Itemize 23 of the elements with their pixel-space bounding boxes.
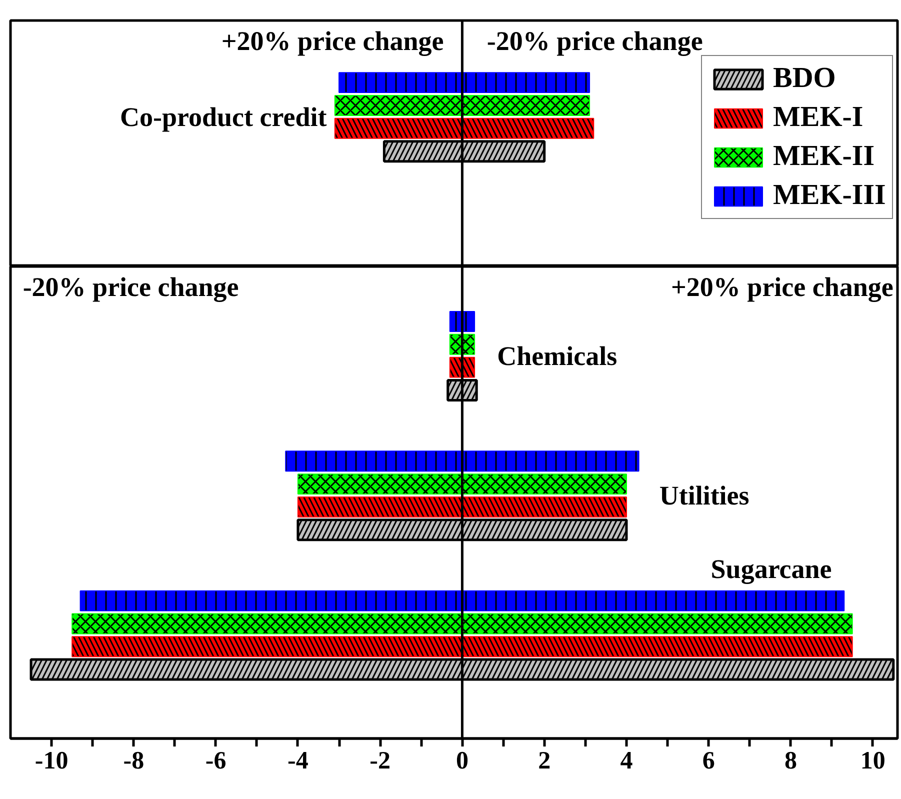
annotation: +20% price change xyxy=(221,26,444,56)
x-tick-label: -8 xyxy=(123,748,144,774)
x-tick-label: 2 xyxy=(538,748,551,774)
legend-label: MEK-III xyxy=(773,179,886,212)
x-tick-label: 4 xyxy=(620,748,634,774)
category-label: Co-product credit xyxy=(120,102,327,132)
annotation: +20% price change xyxy=(671,272,894,302)
annotation: -20% price change xyxy=(22,272,239,302)
y-tick-label: Chemicals xyxy=(497,340,618,371)
legend-label: BDO xyxy=(773,62,836,95)
legend-label: MEK-I xyxy=(773,101,864,134)
x-tick-label: -2 xyxy=(370,748,390,774)
x-tick-label: -10 xyxy=(34,748,68,774)
legend-label: MEK-II xyxy=(773,140,874,173)
x-tick-label: -4 xyxy=(288,748,309,774)
x-tick-label: 0 xyxy=(456,748,468,774)
x-tick-label: -6 xyxy=(205,748,226,774)
annotation: -20% price change xyxy=(486,26,703,56)
y-tick-label: Utilities xyxy=(659,480,750,511)
x-tick-label: 10 xyxy=(860,748,886,774)
x-tick-label: 8 xyxy=(784,748,797,774)
y-tick-label: Sugarcane xyxy=(710,554,832,584)
x-tick-label: 6 xyxy=(702,748,715,774)
